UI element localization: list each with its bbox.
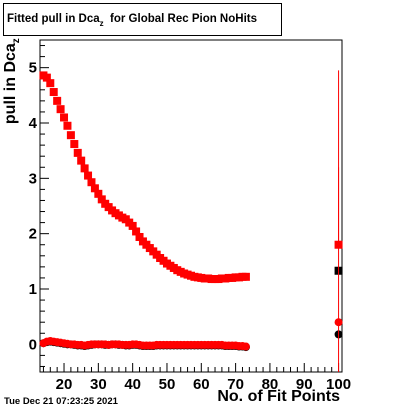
x-tick-label: 90 (296, 376, 313, 393)
data-point-square (80, 164, 89, 173)
y-tick-label: 1 (29, 281, 37, 298)
data-point-square (49, 88, 58, 97)
data-point-square (97, 195, 106, 204)
data-point-square (77, 156, 86, 165)
data-point-square (135, 232, 144, 241)
data-point-square (46, 79, 55, 88)
chart-title-subscript: z (99, 19, 104, 28)
x-tick-label: 70 (227, 376, 244, 393)
y-tick-label: 2 (29, 226, 37, 243)
y-tick-label: 5 (29, 60, 37, 77)
data-point-circle (241, 342, 250, 351)
x-tick-label: 60 (193, 376, 210, 393)
data-point-square (42, 73, 51, 82)
y-tick-label: 0 (29, 336, 37, 353)
x-tick-label: 80 (262, 376, 279, 393)
y-axis-label-subscript: z (11, 38, 23, 44)
data-point-square (241, 272, 250, 281)
y-axis-label: pull in Dcaz (1, 38, 23, 125)
x-tick-label: 50 (159, 376, 176, 393)
data-point-square (70, 140, 79, 149)
data-point-square (63, 121, 72, 130)
data-point-square (128, 221, 137, 230)
x-tick-label: 40 (124, 376, 141, 393)
data-point-square (66, 131, 75, 140)
timestamp: Tue Dec 21 07:23:25 2021 (4, 396, 118, 407)
data-point-square (56, 105, 65, 114)
chart-title-rest: for Global Rec Pion NoHits (103, 13, 257, 25)
x-tick-label: 20 (56, 376, 73, 393)
data-point-square (60, 113, 69, 122)
data-point-square (87, 178, 96, 187)
x-axis-label: No. of Fit Points (217, 388, 340, 405)
data-point-square (73, 148, 82, 157)
y-tick-label: 4 (29, 115, 38, 132)
x-tick-label: 100 (326, 376, 351, 393)
data-point-square (53, 96, 62, 105)
data-point-square (90, 184, 99, 193)
chart-title-box: Fitted pull in Dcaz for Global Rec Pion … (3, 3, 282, 36)
x-tick-label: 30 (90, 376, 107, 393)
data-point-square (132, 227, 141, 236)
chart-title: Fitted pull in Dca (7, 13, 100, 25)
data-point-square (94, 189, 103, 198)
plot-frame (39, 39, 343, 373)
y-tick-label: 3 (29, 170, 37, 187)
data-point-square (84, 171, 93, 180)
